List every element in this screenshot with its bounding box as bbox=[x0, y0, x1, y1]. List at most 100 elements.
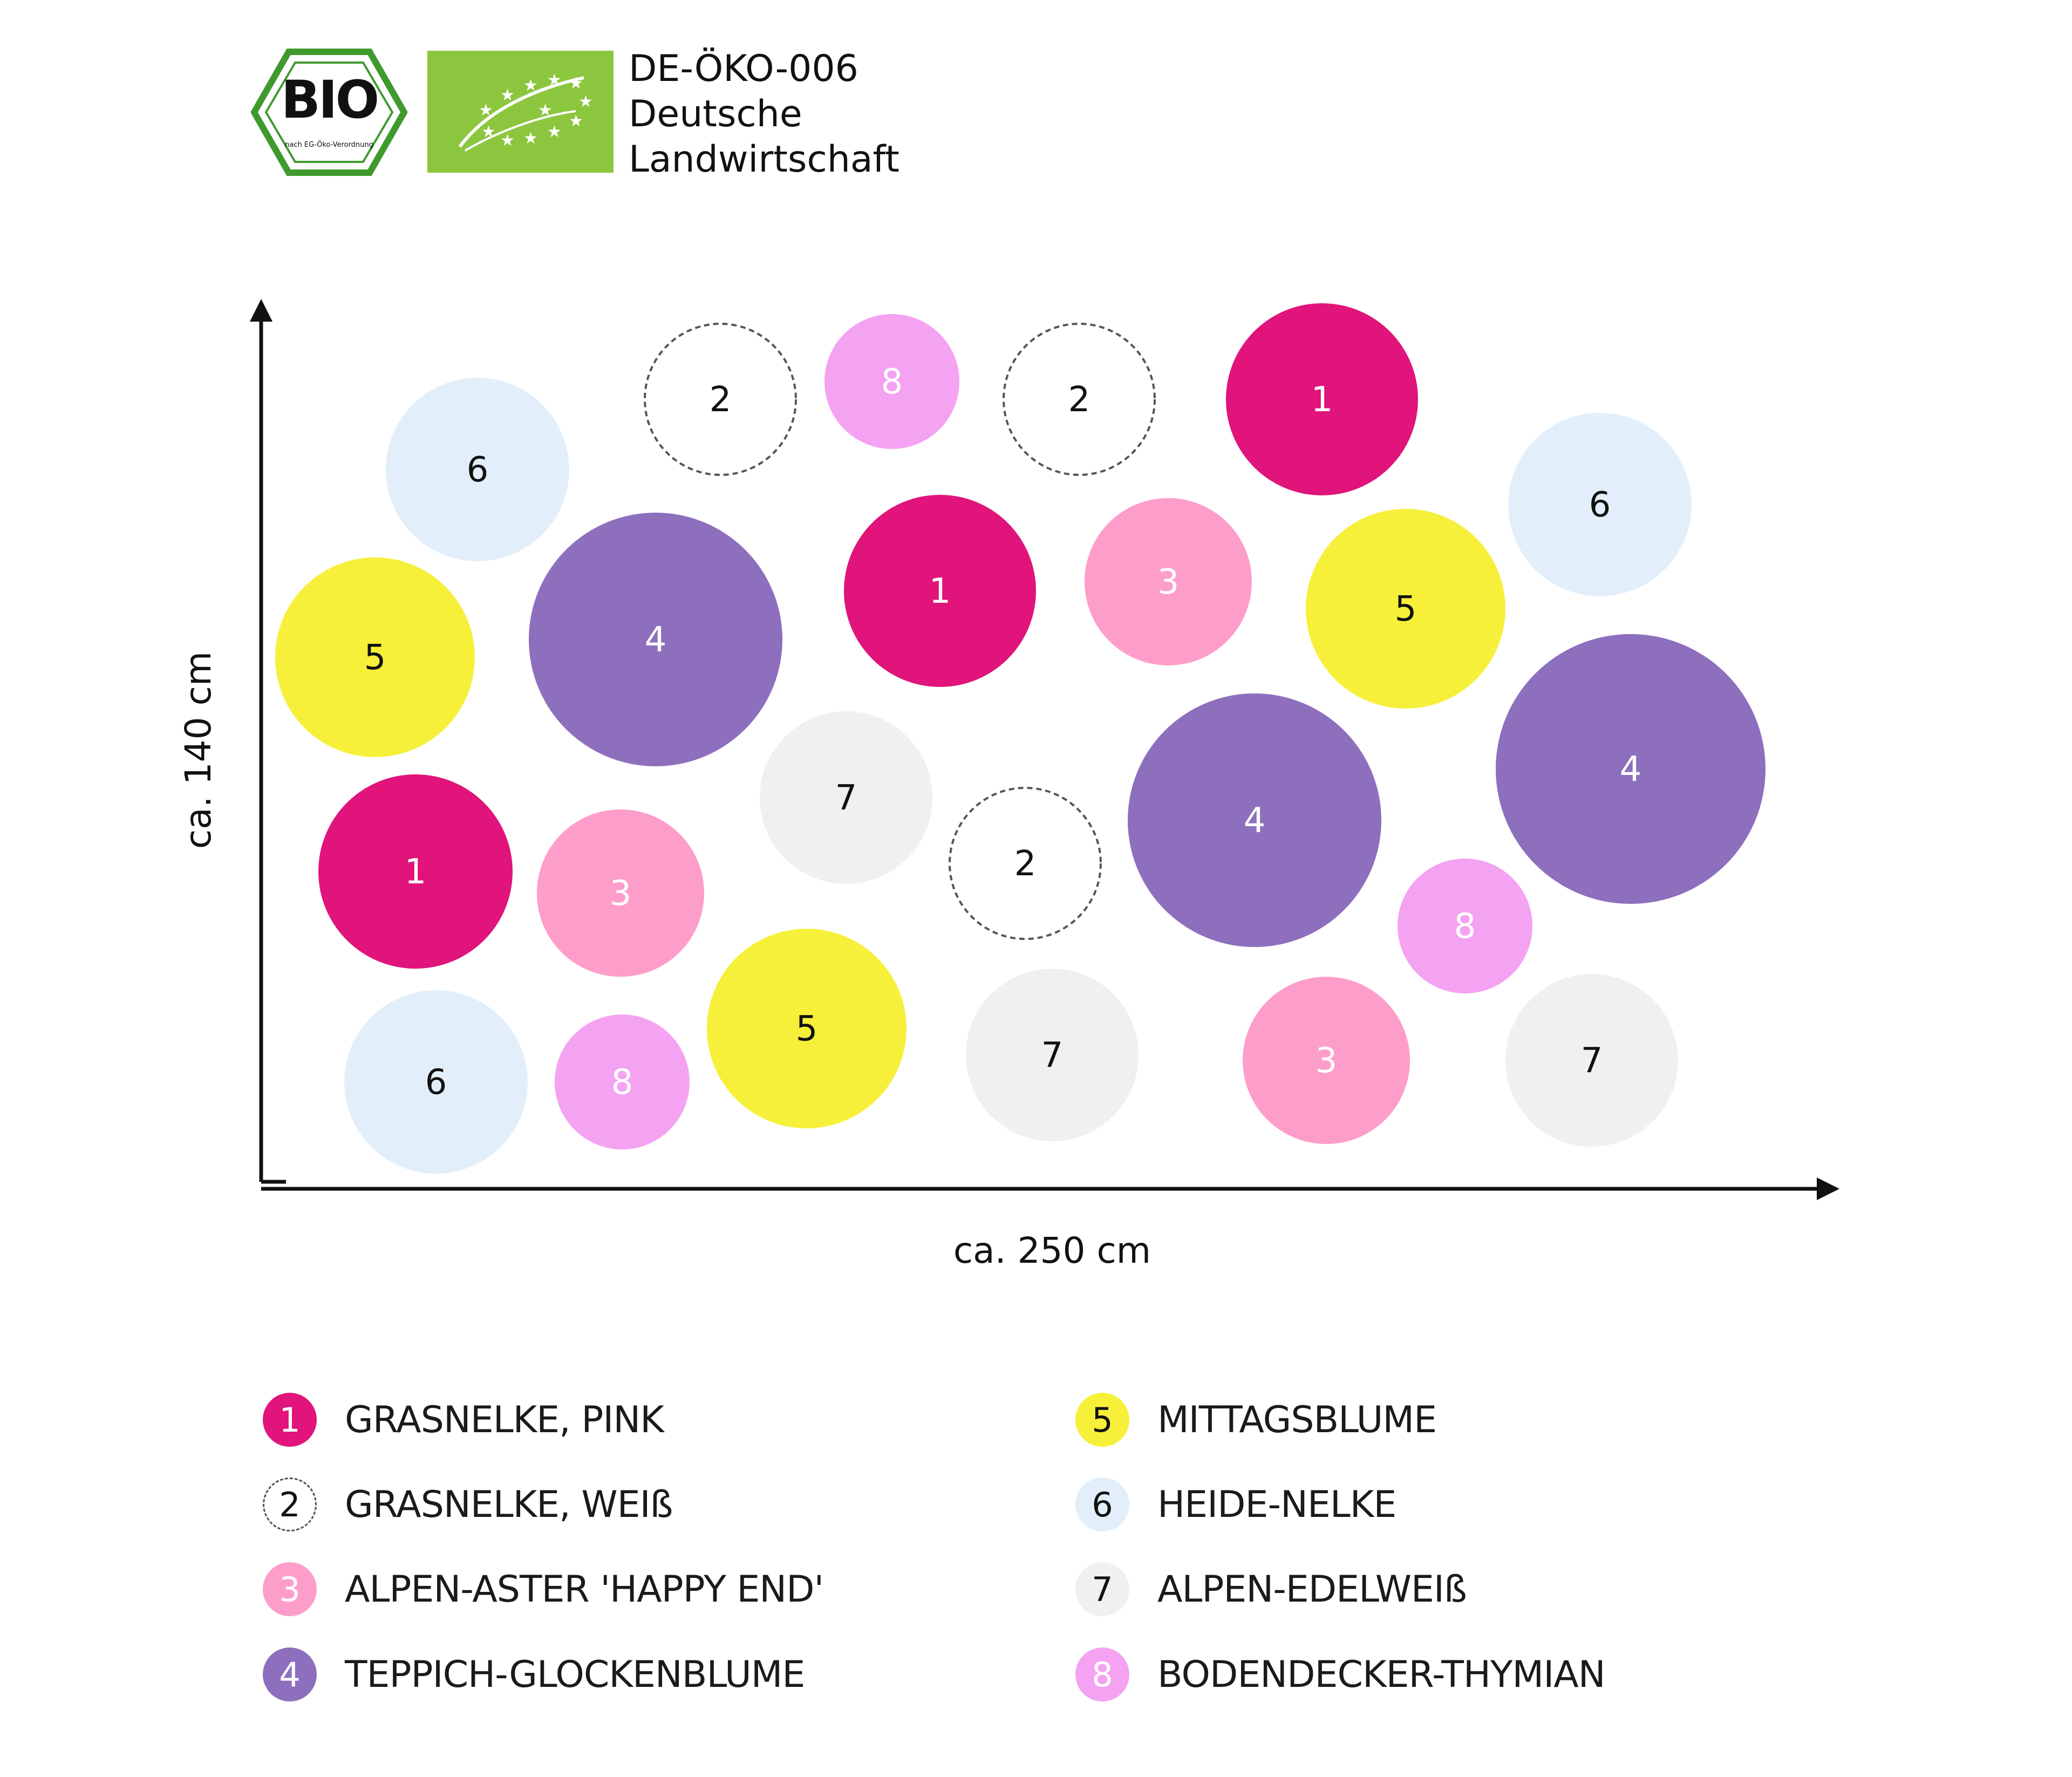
plant-number: 2 bbox=[1014, 844, 1037, 884]
plant-circle-2: 2 bbox=[949, 787, 1102, 940]
plant-circle-shape bbox=[824, 314, 959, 449]
plant-number: 7 bbox=[1041, 1036, 1064, 1075]
plant-circle-shape bbox=[707, 929, 906, 1128]
plant-number: 8 bbox=[1454, 907, 1476, 947]
width-label: ca. 250 cm bbox=[953, 1230, 1151, 1271]
plant-circle-shape bbox=[644, 323, 797, 476]
legend-dot-2: 2 bbox=[263, 1478, 317, 1531]
plant-number: 1 bbox=[929, 571, 951, 611]
plant-circle-3: 3 bbox=[1085, 498, 1252, 665]
plant-number: 5 bbox=[796, 1009, 818, 1049]
legend-number: 6 bbox=[1092, 1485, 1113, 1524]
plant-number: 3 bbox=[1316, 1041, 1338, 1081]
plant-number: 2 bbox=[710, 380, 732, 420]
origin-line-2: Landwirtschaft bbox=[629, 138, 899, 181]
plant-circle-6: 6 bbox=[386, 378, 569, 561]
legend-item-8: 8 BODENDECKER-THYMIAN bbox=[1075, 1645, 1606, 1704]
organic-control-code: DE-ÖKO-006 bbox=[629, 47, 858, 90]
legend-label: ALPEN-ASTER 'HAPPY END' bbox=[345, 1568, 824, 1611]
svg-text:★: ★ bbox=[538, 101, 553, 120]
plant-circle-shape bbox=[1243, 977, 1410, 1144]
plant-circle-shape bbox=[344, 990, 528, 1174]
svg-text:★: ★ bbox=[500, 86, 515, 105]
plant-circle-shape bbox=[1003, 323, 1156, 476]
plant-number: 6 bbox=[467, 450, 489, 490]
plant-number: 2 bbox=[1068, 380, 1090, 420]
plant-number: 1 bbox=[1311, 380, 1333, 420]
plant-circle-shape bbox=[537, 809, 704, 977]
plant-circle-2: 2 bbox=[644, 323, 797, 476]
plant-circle-6: 6 bbox=[344, 990, 528, 1174]
plant-circle-8: 8 bbox=[555, 1015, 690, 1149]
plant-circle-7: 7 bbox=[1505, 974, 1678, 1147]
svg-text:★: ★ bbox=[569, 112, 583, 131]
plant-circle-5: 5 bbox=[1306, 509, 1505, 709]
legend-item-5: 5 MITTAGSBLUME bbox=[1075, 1390, 1437, 1449]
plant-circle-shape bbox=[1505, 974, 1678, 1147]
legend-item-2: 2 GRASNELKE, WEIß bbox=[263, 1475, 673, 1534]
plant-circle-shape bbox=[1128, 693, 1381, 947]
legend-dot-5: 5 bbox=[1075, 1393, 1129, 1447]
svg-text:BIO: BIO bbox=[281, 70, 378, 130]
plant-number: 4 bbox=[1244, 801, 1266, 841]
plant-number: 8 bbox=[611, 1063, 633, 1102]
svg-text:★: ★ bbox=[547, 122, 562, 141]
eu-organic-logo-icon: ★★★ ★ ★★ ★★★ ★★★ bbox=[427, 51, 614, 173]
height-label: ca. 140 cm bbox=[178, 651, 219, 849]
plant-number: 6 bbox=[1589, 485, 1611, 525]
plant-number: 7 bbox=[1581, 1041, 1603, 1081]
legend-label: MITTAGSBLUME bbox=[1157, 1398, 1437, 1441]
plant-circle-shape bbox=[1306, 509, 1505, 709]
bio-seal-icon: BIO nach EG-Öko-Verordnung bbox=[251, 49, 407, 176]
plant-circle-shape bbox=[1496, 634, 1766, 904]
plant-circle-4: 4 bbox=[529, 513, 782, 766]
plant-circle-shape bbox=[318, 774, 513, 969]
legend-number: 2 bbox=[279, 1485, 301, 1524]
svg-text:★: ★ bbox=[500, 131, 515, 150]
plant-circle-4: 4 bbox=[1496, 634, 1766, 904]
plant-circle-shape bbox=[529, 513, 782, 766]
legend-number: 5 bbox=[1092, 1400, 1113, 1440]
plant-number: 7 bbox=[835, 778, 857, 818]
certification-header: BIO nach EG-Öko-Verordnung ★ ★ ★ ★ ★ ★ ★ ★ ★ ★… bbox=[0, 0, 2072, 194]
plant-circle-5: 5 bbox=[275, 557, 475, 757]
plant-circle-shape bbox=[1508, 413, 1692, 596]
plant-circle-6: 6 bbox=[1508, 413, 1692, 596]
legend-dot-7: 7 bbox=[1075, 1562, 1129, 1616]
legend-dot-1: 1 bbox=[263, 1393, 317, 1447]
legend-item-1: 1 GRASNELKE, PINK bbox=[263, 1390, 664, 1449]
plant-circle-shape bbox=[1226, 303, 1418, 495]
plant-number: 3 bbox=[1157, 562, 1180, 602]
plant-circle-7: 7 bbox=[966, 969, 1139, 1141]
plant-circle-shape bbox=[555, 1015, 690, 1149]
plant-circle-5: 5 bbox=[707, 929, 906, 1128]
plant-circle-3: 3 bbox=[1243, 977, 1410, 1144]
legend-item-3: 3 ALPEN-ASTER 'HAPPY END' bbox=[263, 1560, 824, 1619]
svg-text:★: ★ bbox=[547, 71, 562, 90]
certification-text: DE-ÖKO-006 Deutsche Landwirtschaft bbox=[629, 46, 899, 182]
legend-dot-4: 4 bbox=[263, 1647, 317, 1701]
plant-circle-shape bbox=[966, 969, 1139, 1141]
plant-circle-shape bbox=[1398, 859, 1532, 993]
plant-circle-8: 8 bbox=[1398, 859, 1532, 993]
plant-circle-shape bbox=[760, 711, 932, 884]
origin-line-1: Deutsche bbox=[629, 93, 802, 135]
plant-circle-shape bbox=[949, 787, 1102, 940]
legend-label: GRASNELKE, WEIß bbox=[345, 1483, 673, 1526]
plant-circle-3: 3 bbox=[537, 809, 704, 977]
plant-number: 5 bbox=[1395, 589, 1417, 629]
plant-number: 5 bbox=[364, 638, 386, 678]
plant-number: 4 bbox=[1620, 750, 1642, 789]
svg-text:★: ★ bbox=[578, 92, 593, 111]
legend-number: 8 bbox=[1092, 1655, 1113, 1694]
svg-text:★: ★ bbox=[481, 122, 496, 141]
plant-number: 1 bbox=[405, 852, 427, 892]
plant-circle-1: 1 bbox=[318, 774, 513, 969]
plant-circle-4: 4 bbox=[1128, 693, 1381, 947]
plant-number: 6 bbox=[425, 1063, 447, 1102]
legend-item-6: 6 HEIDE-NELKE bbox=[1075, 1475, 1396, 1534]
legend-number: 1 bbox=[279, 1400, 301, 1440]
plant-circle-shape bbox=[1085, 498, 1252, 665]
legend-label: BODENDECKER-THYMIAN bbox=[1157, 1653, 1606, 1696]
plant-number: 8 bbox=[881, 362, 903, 402]
